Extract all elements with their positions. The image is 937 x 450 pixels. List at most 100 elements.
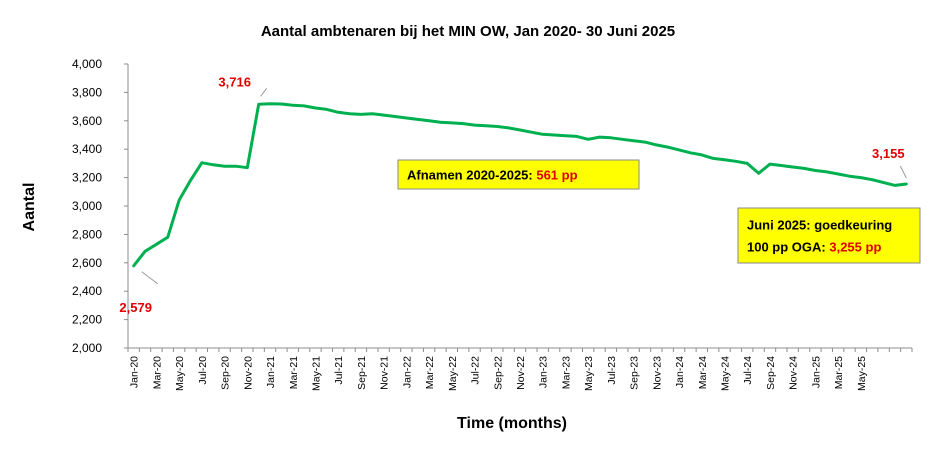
- data-point: [269, 103, 271, 105]
- data-point: [541, 133, 544, 136]
- x-tick-label: Jan-25: [810, 356, 822, 388]
- annotation-segment: Juni 2025: goedkeuring: [747, 218, 892, 233]
- data-point: [610, 137, 612, 139]
- x-tick-label: Mar-22: [424, 356, 436, 389]
- data-label: 3,155: [872, 146, 905, 161]
- data-point: [451, 122, 453, 124]
- y-tick-label: 2,000: [72, 341, 102, 355]
- data-point: [871, 178, 873, 181]
- annotation-highlight: 561 pp: [536, 168, 577, 183]
- data-point: [666, 146, 669, 148]
- data-point: [632, 139, 635, 142]
- x-tick-label: Sep-24: [765, 356, 777, 390]
- data-point: [757, 172, 760, 175]
- x-tick-label: May-24: [720, 356, 732, 391]
- data-point: [144, 250, 146, 253]
- data-point: [598, 136, 601, 138]
- x-tick-label: Mar-21: [288, 356, 300, 389]
- data-point: [689, 152, 692, 154]
- x-tick-label: Jan-22: [401, 356, 413, 388]
- data-point: [587, 138, 589, 141]
- x-tick-label: Mar-25: [833, 356, 845, 389]
- data-point: [519, 129, 521, 131]
- data-point: [223, 165, 226, 167]
- annotation-background: [397, 159, 640, 190]
- data-point: [326, 108, 328, 111]
- data-point: [621, 138, 624, 141]
- data-point: [348, 112, 351, 115]
- x-tick-label: May-20: [174, 356, 186, 391]
- y-tick-label: 2,400: [72, 284, 102, 298]
- data-point: [905, 183, 908, 185]
- data-point: [439, 121, 442, 123]
- x-tick-label: Jul-23: [606, 356, 618, 385]
- data-point: [167, 236, 169, 238]
- data-label: 2,579: [119, 300, 152, 315]
- data-point: [746, 162, 748, 165]
- data-point: [496, 125, 499, 128]
- data-point: [337, 111, 340, 114]
- data-point: [246, 166, 249, 169]
- x-tick-label: Nov-20: [242, 356, 254, 390]
- data-point: [303, 105, 305, 107]
- x-tick-label: Sep-23: [629, 356, 641, 390]
- annotation-background: [737, 207, 921, 264]
- data-label-leader: [899, 165, 907, 179]
- plot-area: [132, 102, 908, 268]
- y-tick-label: 3,200: [72, 171, 102, 185]
- data-point: [371, 112, 374, 115]
- y-axis-title: Aantal: [21, 183, 38, 232]
- data-point: [678, 149, 680, 151]
- x-axis-title: Time (months): [457, 415, 567, 432]
- data-label: 3,716: [218, 74, 251, 89]
- x-tick-label: Jan-23: [538, 356, 550, 388]
- data-point: [564, 134, 567, 137]
- y-tick-label: 4,000: [72, 57, 102, 71]
- data-point: [394, 115, 396, 118]
- data-point: [791, 166, 794, 168]
- y-tick-label: 2,200: [72, 313, 102, 327]
- annotation-text: 100 pp OGA: 3,255 pp: [747, 240, 881, 255]
- y-tick-label: 3,600: [72, 114, 102, 128]
- x-tick-label: May-21: [310, 356, 322, 391]
- x-tick-label: Nov-23: [651, 356, 663, 390]
- x-tick-label: Mar-24: [697, 356, 709, 389]
- y-tick-label: 2,800: [72, 227, 102, 241]
- data-point: [882, 181, 885, 184]
- x-tick-label: Mar-23: [560, 356, 572, 389]
- data-point: [257, 103, 260, 106]
- data-point: [292, 104, 294, 106]
- data-point: [280, 103, 283, 105]
- x-tick-label: Sep-22: [492, 356, 504, 390]
- data-point: [212, 164, 214, 166]
- x-tick-label: Jan-24: [674, 356, 686, 388]
- y-tick-label: 2,600: [72, 256, 102, 270]
- annotation-segment: Afnamen 2020-2025:: [407, 168, 536, 183]
- x-tick-label: Nov-24: [788, 356, 800, 390]
- data-point: [814, 169, 817, 172]
- data-point: [235, 165, 237, 167]
- data-point: [655, 144, 658, 146]
- annotation-highlight: 3,255 pp: [829, 240, 881, 255]
- annotation-box: Afnamen 2020-2025: 561 pp: [397, 159, 640, 190]
- x-tick-label: Sep-20: [220, 356, 232, 390]
- data-point: [735, 160, 737, 163]
- data-point: [314, 107, 317, 109]
- data-point: [155, 243, 158, 246]
- x-tick-label: Nov-21: [379, 356, 391, 390]
- data-point: [360, 113, 362, 116]
- x-tick-label: Jul-21: [333, 356, 345, 385]
- data-point: [405, 117, 408, 119]
- data-point: [382, 114, 385, 116]
- x-tick-label: Jul-20: [197, 356, 209, 385]
- y-axis: 2,000 2,200 2,400 2,600 2,800 3,000 3,200 3,400…: [72, 57, 129, 355]
- data-point: [507, 127, 510, 129]
- x-tick-label: Jul-24: [742, 356, 754, 385]
- y-tick-label: 3,800: [72, 85, 102, 99]
- data-point: [894, 184, 896, 187]
- data-point: [553, 134, 555, 136]
- annotation-text: Juni 2025: goedkeuring: [747, 218, 892, 233]
- data-point: [712, 157, 714, 160]
- annotation-box: Juni 2025: goedkeuring 100 pp OGA: 3,255 …: [737, 207, 921, 264]
